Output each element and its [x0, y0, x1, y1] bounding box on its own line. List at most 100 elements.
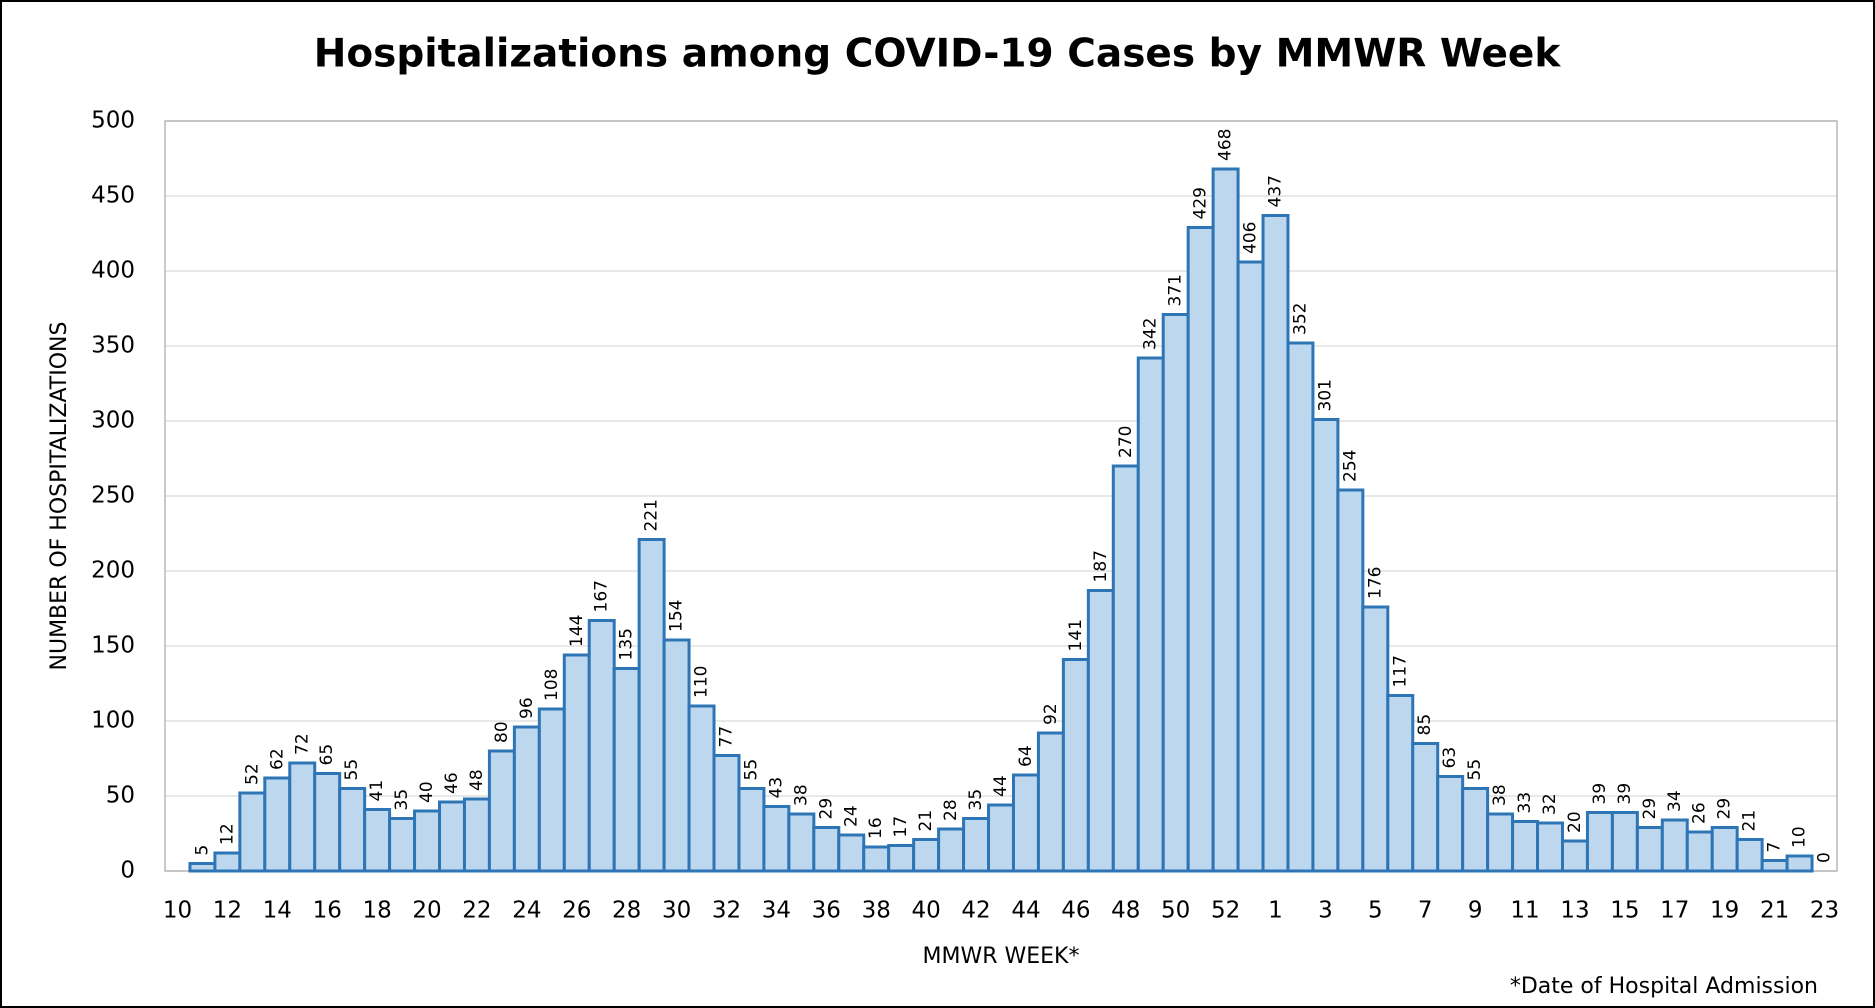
footnote: *Date of Hospital Admission [1510, 974, 1818, 999]
data-label: 117 [1390, 655, 1410, 687]
data-label: 40 [417, 781, 437, 803]
bar [1111, 464, 1140, 873]
bar [687, 704, 716, 873]
data-label: 35 [966, 789, 986, 811]
y-tick-label: 400 [91, 258, 135, 284]
x-tick-label: 16 [313, 898, 342, 924]
x-tick-label: 3 [1318, 898, 1333, 924]
bar [812, 826, 841, 873]
bar [1436, 775, 1465, 873]
data-label: 34 [1665, 790, 1685, 812]
data-label: 29 [816, 798, 836, 820]
x-tick-label: 46 [1061, 898, 1090, 924]
data-label: 301 [1315, 379, 1335, 411]
bar [1685, 830, 1714, 873]
bar [263, 776, 292, 873]
bar [712, 754, 741, 873]
data-label: 17 [891, 816, 911, 838]
data-label: 72 [292, 733, 312, 755]
bar [363, 808, 392, 873]
x-tick-label: 44 [1011, 898, 1040, 924]
x-tick-label: 22 [462, 898, 491, 924]
x-tick-label: 36 [812, 898, 841, 924]
x-tick-label: 18 [362, 898, 391, 924]
data-label: 108 [542, 669, 562, 701]
data-label: 38 [1490, 784, 1510, 806]
chart-title: Hospitalizations among COVID-19 Cases by… [314, 32, 1562, 77]
bar [737, 787, 766, 873]
bar [1386, 694, 1415, 873]
x-tick-label: 30 [662, 898, 691, 924]
bar [1585, 811, 1614, 873]
data-label: 35 [392, 789, 412, 811]
data-label: 85 [1415, 714, 1435, 736]
bar [1461, 787, 1490, 873]
data-label: 10 [1790, 826, 1810, 848]
bar [512, 725, 541, 873]
x-tick-label: 19 [1710, 898, 1739, 924]
data-label: 0 [1815, 852, 1835, 863]
data-label: 38 [791, 784, 811, 806]
data-label: 21 [1740, 810, 1760, 832]
x-tick-label: 26 [562, 898, 591, 924]
x-tick-label: 14 [263, 898, 292, 924]
bar [1211, 167, 1240, 873]
data-label: 55 [1465, 759, 1485, 781]
data-label: 16 [866, 817, 886, 839]
data-label: 24 [841, 805, 861, 827]
bar [1236, 260, 1265, 873]
data-label: 92 [1041, 703, 1061, 725]
bar [1311, 418, 1340, 873]
bar [1735, 838, 1764, 873]
data-label: 406 [1241, 222, 1261, 254]
x-tick-label: 20 [412, 898, 441, 924]
data-label: 64 [1016, 745, 1036, 767]
data-label: 63 [1440, 747, 1460, 769]
data-label: 187 [1091, 550, 1111, 582]
data-label: 270 [1116, 426, 1136, 458]
bar [537, 707, 566, 873]
bar [837, 833, 866, 873]
bar [1261, 214, 1290, 873]
data-label: 20 [1565, 811, 1585, 833]
data-label: 62 [267, 748, 287, 770]
x-tick-label: 23 [1810, 898, 1839, 924]
bar [987, 803, 1015, 873]
bar [487, 749, 516, 873]
x-tick-label: 40 [911, 898, 940, 924]
x-tick-label: 28 [612, 898, 641, 924]
y-tick-label: 450 [91, 183, 135, 209]
data-label: 26 [1690, 802, 1710, 824]
bar [887, 844, 916, 873]
data-label: 144 [567, 615, 587, 647]
data-label: 52 [242, 763, 262, 785]
data-label: 33 [1515, 792, 1535, 814]
data-label: 29 [1715, 798, 1735, 820]
bar [1011, 773, 1040, 873]
x-tick-label: 9 [1468, 898, 1483, 924]
x-tick-label: 10 [163, 898, 192, 924]
data-label: 55 [342, 759, 362, 781]
bar [313, 772, 342, 873]
x-tick-label: 38 [862, 898, 891, 924]
bar [438, 800, 466, 873]
data-label: 110 [692, 666, 712, 698]
bar [1411, 742, 1440, 873]
x-tick-label: 24 [512, 898, 541, 924]
data-label: 21 [916, 810, 936, 832]
bar [562, 653, 591, 873]
data-label: 254 [1340, 450, 1360, 482]
data-label: 39 [1590, 783, 1610, 805]
data-label: 154 [667, 600, 687, 632]
data-label: 5 [192, 845, 212, 856]
bar [962, 817, 991, 873]
x-tick-label: 17 [1660, 898, 1689, 924]
data-label: 29 [1640, 798, 1660, 820]
x-tick-label: 21 [1760, 898, 1789, 924]
bar [1486, 812, 1515, 873]
data-label: 65 [317, 744, 337, 766]
y-tick-label: 300 [91, 408, 135, 434]
bar [1136, 356, 1165, 873]
x-tick-label: 42 [961, 898, 990, 924]
